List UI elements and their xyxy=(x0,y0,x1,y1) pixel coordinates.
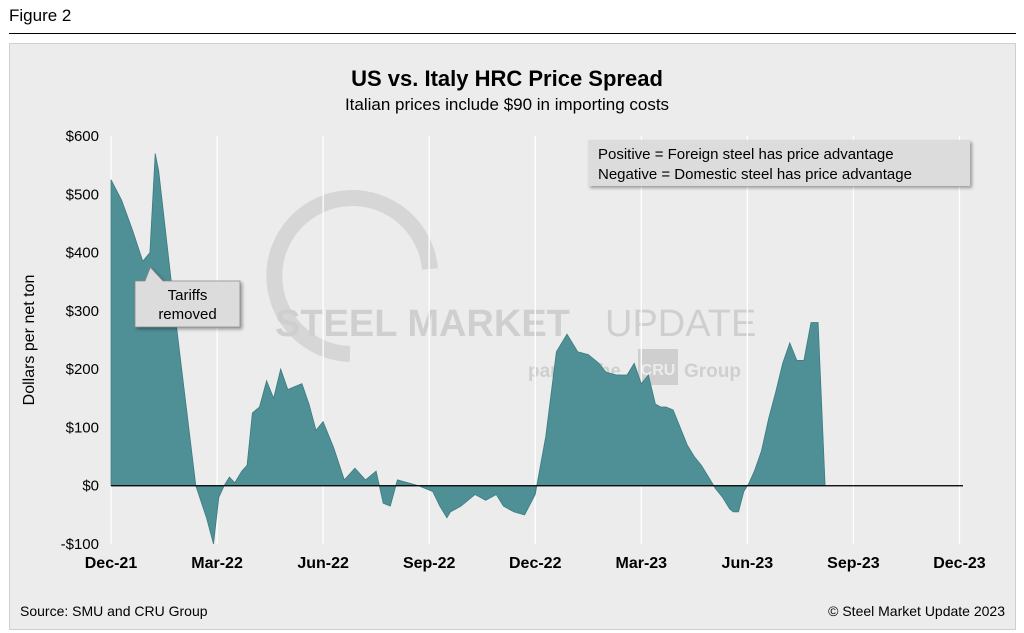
x-tick-label: Mar-23 xyxy=(616,555,668,572)
watermark-text-bold: STEEL MARKET xyxy=(275,303,570,345)
tariffs-callout: Tariffs removed xyxy=(134,266,241,328)
source-note: Source: SMU and CRU Group xyxy=(20,603,208,619)
x-tick-label: Sep-23 xyxy=(827,555,880,572)
watermark-group: Group xyxy=(684,361,741,382)
chart-panel: STEEL MARKET UPDATE part of the CRU Grou… xyxy=(9,43,1016,630)
legend-box: Positive = Foreign steel has price advan… xyxy=(588,140,970,186)
y-tick-label: $100 xyxy=(66,419,99,436)
copyright-note: © Steel Market Update 2023 xyxy=(828,603,1005,619)
x-tick-label: Dec-23 xyxy=(933,555,986,572)
y-tick-label: $200 xyxy=(66,361,99,378)
x-tick-label: Jun-23 xyxy=(722,555,774,572)
y-tick-label: -$100 xyxy=(61,536,99,553)
chart-canvas: STEEL MARKET UPDATE part of the CRU Grou… xyxy=(20,66,1005,619)
figure-label: Figure 2 xyxy=(9,6,72,25)
callout-line2: removed xyxy=(158,306,216,323)
x-tick-label: Jun-22 xyxy=(297,555,349,572)
y-tick-label: $600 xyxy=(66,128,99,145)
legend-background xyxy=(588,140,970,186)
y-tick-label: $0 xyxy=(82,478,99,495)
y-axis-label: Dollars per net ton xyxy=(21,275,38,406)
watermark-cru-text: CRU xyxy=(641,362,676,379)
x-axis-ticks: Dec-21 Mar-22 Jun-22 Sep-22 Dec-22 Mar-23 Jun-… xyxy=(85,555,986,572)
legend-negative: Negative = Domestic steel has price adva… xyxy=(598,166,912,183)
chart-title: US vs. Italy HRC Price Spread xyxy=(351,66,663,91)
top-divider xyxy=(9,33,1016,34)
x-tick-label: Dec-22 xyxy=(509,555,562,572)
callout-bubble xyxy=(134,266,241,328)
x-tick-label: Sep-22 xyxy=(403,555,456,572)
chart-subtitle: Italian prices include $90 in importing … xyxy=(345,95,669,114)
watermark: STEEL MARKET UPDATE part of the CRU Grou… xyxy=(266,190,756,385)
y-axis-ticks: -$100 $0 $100 $200 $300 $400 $500 $600 xyxy=(61,128,99,553)
watermark-swoosh-icon xyxy=(266,190,438,362)
callout-line1: Tariffs xyxy=(168,287,208,304)
watermark-text-light: UPDATE xyxy=(605,303,756,345)
y-tick-label: $400 xyxy=(66,245,99,262)
y-tick-label: $500 xyxy=(66,186,99,203)
y-tick-label: $300 xyxy=(66,303,99,320)
x-tick-label: Dec-21 xyxy=(85,555,138,572)
x-tick-label: Mar-22 xyxy=(191,555,243,572)
legend-positive: Positive = Foreign steel has price advan… xyxy=(598,146,894,163)
